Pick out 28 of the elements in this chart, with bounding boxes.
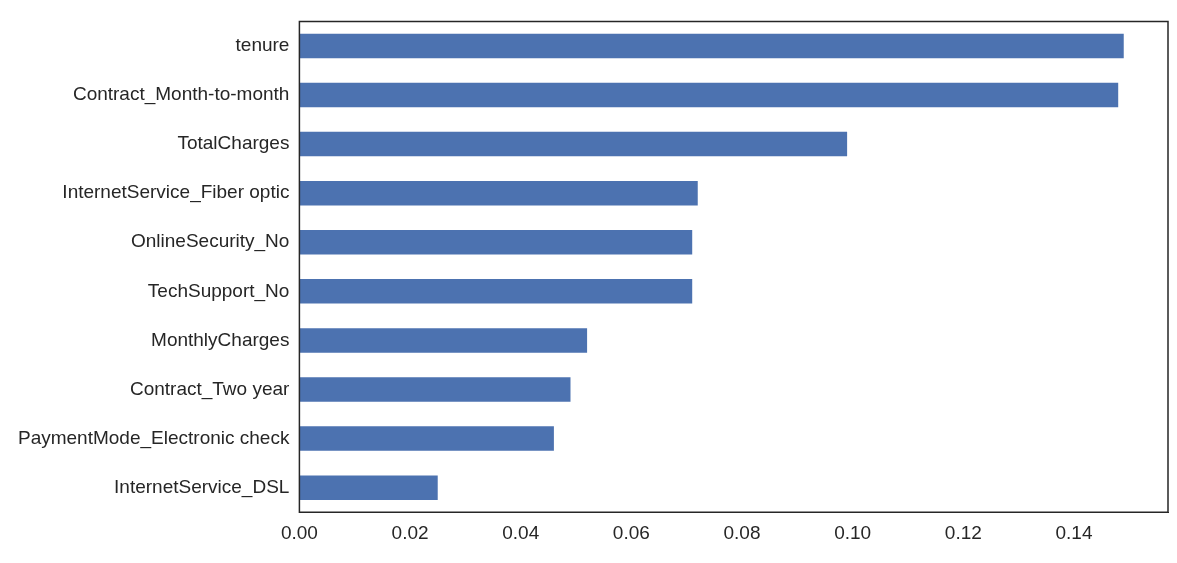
x-tick-label: 0.00 xyxy=(280,521,318,543)
x-tick-label: 0.14 xyxy=(1055,521,1093,543)
y-tick-label: OnlineSecurity_No xyxy=(130,230,290,253)
x-tick-label: 0.02 xyxy=(391,521,429,543)
bar xyxy=(299,180,698,206)
x-tick-label: 0.04 xyxy=(502,521,540,543)
y-tick-label: Contract_Two year xyxy=(129,377,291,400)
y-tick-label: TotalCharges xyxy=(177,132,290,154)
y-tick-label: InternetService_Fiber optic xyxy=(62,181,290,204)
bar xyxy=(299,33,1124,59)
y-tick-label: TechSupport_No xyxy=(147,279,290,302)
bar xyxy=(299,131,848,157)
y-tick-label: Contract_Month-to-month xyxy=(72,83,290,106)
bar xyxy=(299,82,1119,108)
bar xyxy=(299,279,693,304)
bar xyxy=(299,229,693,255)
bar xyxy=(299,328,588,353)
y-tick-label: InternetService_DSL xyxy=(114,475,290,498)
y-tick-label: MonthlyCharges xyxy=(151,328,290,350)
x-tick-label: 0.12 xyxy=(944,521,982,543)
x-tick-label: 0.06 xyxy=(612,521,650,543)
x-tick-label: 0.10 xyxy=(834,521,872,543)
bar xyxy=(299,377,571,402)
bar xyxy=(299,475,438,500)
bar xyxy=(299,426,554,451)
x-tick-label: 0.08 xyxy=(723,521,761,543)
y-tick-label: PaymentMode_Electronic check xyxy=(17,426,290,449)
y-tick-label: tenure xyxy=(235,34,290,56)
